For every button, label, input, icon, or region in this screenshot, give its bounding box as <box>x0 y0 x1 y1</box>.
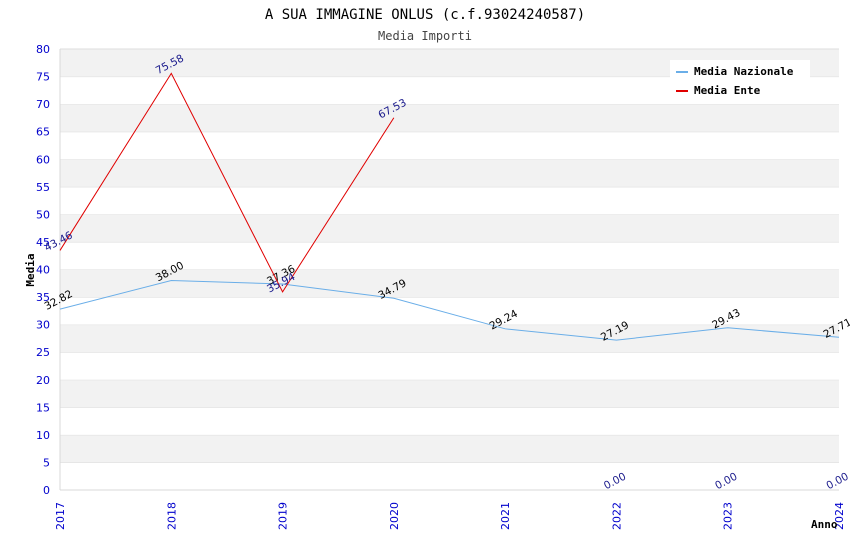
legend-background <box>670 60 810 102</box>
grid-band <box>60 241 839 270</box>
series-line <box>59 280 840 341</box>
grid-band <box>60 159 839 187</box>
legend-label-media-nazionale: Media Nazionale <box>694 65 794 78</box>
y-tick-label: 55 <box>36 181 50 194</box>
grid-band <box>60 297 839 325</box>
legend-label-media-ente: Media Ente <box>694 84 761 97</box>
y-tick-label: 40 <box>36 264 50 277</box>
grid-band <box>60 379 839 408</box>
y-tick-label: 25 <box>36 346 50 359</box>
y-tick-label: 10 <box>36 429 50 442</box>
y-tick-label: 50 <box>36 208 50 221</box>
grid-band <box>60 407 839 435</box>
y-tick-label: 15 <box>36 401 50 414</box>
x-tick-label: 2018 <box>165 502 178 530</box>
grid-band <box>60 324 839 353</box>
x-tick-label: 2019 <box>277 502 290 530</box>
y-tick-label: 5 <box>43 456 50 469</box>
y-tick-label: 65 <box>36 126 50 139</box>
grid-bands <box>59 48 839 491</box>
y-tick-label: 45 <box>36 236 50 249</box>
y-tick-label: 70 <box>36 98 50 111</box>
series-line <box>59 72 395 293</box>
y-tick-label: 20 <box>36 374 50 387</box>
chart-title: A SUA IMMAGINE ONLUS (c.f.93024240587) <box>265 7 585 23</box>
y-axis-label: Media <box>24 253 37 286</box>
x-tick-label: 2022 <box>610 502 623 530</box>
y-tick-label: 0 <box>43 484 50 497</box>
y-tick-label: 80 <box>36 43 50 56</box>
grid-band <box>60 131 839 160</box>
x-tick-label: 2020 <box>388 502 401 530</box>
x-axis-ticks: 2017 2018 2019 2020 2021 2022 2023 2024 <box>54 502 846 530</box>
grid-band <box>60 186 839 215</box>
y-axis-ticks: 0 5 10 15 20 25 30 35 40 45 50 55 60 65 70 75 80 <box>36 43 50 497</box>
x-tick-label: 2024 <box>833 502 846 530</box>
grid-band <box>60 434 839 463</box>
y-tick-label: 30 <box>36 319 50 332</box>
x-tick-label: 2017 <box>54 502 67 530</box>
grid-band <box>60 269 839 298</box>
legend: Media Nazionale Media Ente <box>670 60 810 102</box>
grid-band <box>60 214 839 242</box>
grid-band <box>60 104 839 132</box>
x-axis-label: Anno <box>811 518 838 531</box>
grid-band <box>60 462 839 490</box>
x-tick-label: 2023 <box>722 502 735 530</box>
x-tick-label: 2021 <box>499 502 512 530</box>
y-tick-label: 35 <box>36 291 50 304</box>
chart-subtitle: Media Importi <box>378 29 472 43</box>
y-tick-label: 60 <box>36 153 50 166</box>
grid-band <box>60 352 839 380</box>
y-tick-label: 75 <box>36 71 50 84</box>
